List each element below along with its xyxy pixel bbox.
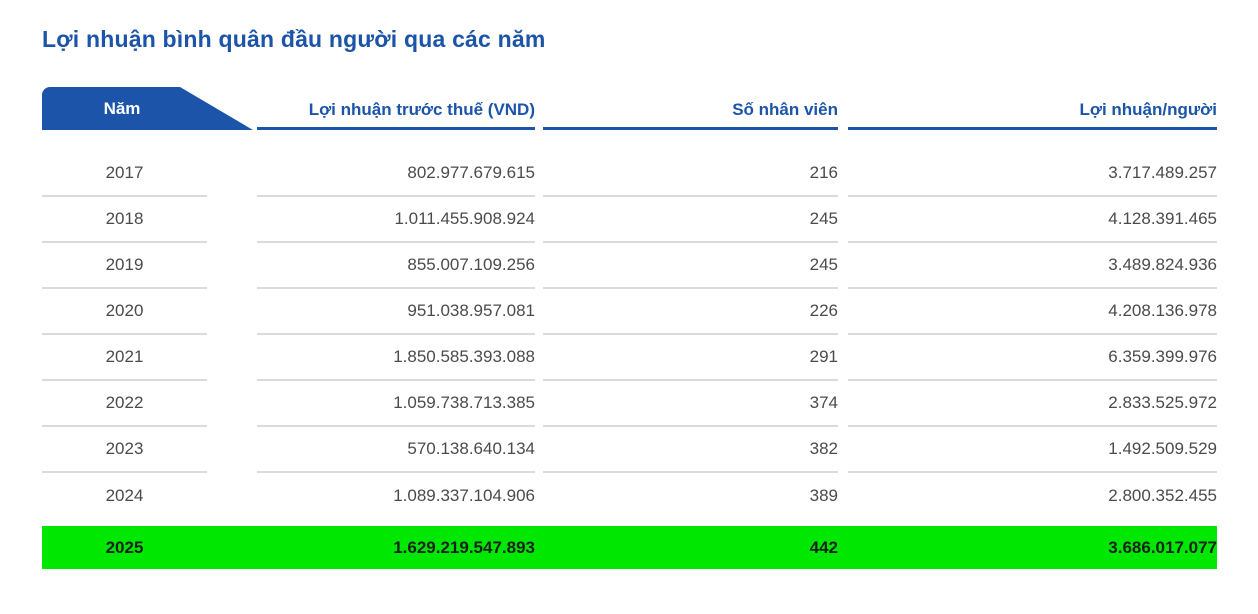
cell-employees: 226: [543, 289, 838, 335]
table-row: 2024 1.089.337.104.906 389 2.800.352.455: [42, 473, 1217, 519]
cell-profit-before-tax: 802.977.679.615: [257, 151, 535, 197]
cell-year: 2025: [105, 537, 144, 557]
table-row: 2021 1.850.585.393.088 291 6.359.399.976: [42, 335, 1217, 381]
header-profit-per-person: Lợi nhuận/người: [848, 87, 1217, 130]
cell-year: 2017: [42, 151, 207, 197]
header-employees: Số nhân viên: [543, 87, 838, 130]
page-title: Lợi nhuận bình quân đầu người qua các nă…: [42, 26, 546, 52]
cell-year: 2023: [42, 427, 207, 473]
cell-profit-before-tax: 570.138.640.134: [257, 427, 535, 473]
profit-table-page: Lợi nhuận bình quân đầu người qua các nă…: [42, 26, 1217, 569]
header-year-tab: Năm: [42, 87, 253, 130]
cell-employees: 382: [543, 427, 838, 473]
table-row: 2023 570.138.640.134 382 1.492.509.529: [42, 427, 1217, 473]
cell-employees: 389: [809, 486, 838, 505]
table-row: 2018 1.011.455.908.924 245 4.128.391.465: [42, 197, 1217, 243]
table-row: 2017 802.977.679.615 216 3.717.489.257: [42, 151, 1217, 197]
table-body: 2017 802.977.679.615 216 3.717.489.257 2018 1…: [42, 151, 1217, 569]
cell-employees: 291: [543, 335, 838, 381]
cell-profit-per-person: 2.800.352.455: [1108, 486, 1217, 505]
cell-profit-before-tax: 1.850.585.393.088: [257, 335, 535, 381]
cell-profit-per-person: 4.128.391.465: [848, 197, 1217, 243]
cell-profit-per-person: 6.359.399.976: [848, 335, 1217, 381]
table-row: 2022 1.059.738.713.385 374 2.833.525.972: [42, 381, 1217, 427]
table-row-highlighted: 2025 1.629.219.547.893 442 3.686.017.077: [42, 526, 1217, 569]
cell-profit-per-person: 1.492.509.529: [848, 427, 1217, 473]
cell-profit-per-person: 3.489.824.936: [848, 243, 1217, 289]
cell-year: 2018: [42, 197, 207, 243]
cell-profit-before-tax: 1.059.738.713.385: [257, 381, 535, 427]
cell-profit-per-person: 2.833.525.972: [848, 381, 1217, 427]
cell-employees: 245: [543, 197, 838, 243]
cell-employees: 216: [543, 151, 838, 197]
cell-profit-per-person: 3.686.017.077: [1108, 537, 1217, 557]
cell-year: 2024: [105, 486, 144, 505]
cell-year: 2022: [42, 381, 207, 427]
cell-profit-before-tax: 1.089.337.104.906: [393, 486, 535, 505]
table-row: 2020 951.038.957.081 226 4.208.136.978: [42, 289, 1217, 335]
cell-year: 2020: [42, 289, 207, 335]
cell-profit-per-person: 3.717.489.257: [848, 151, 1217, 197]
cell-employees: 245: [543, 243, 838, 289]
cell-profit-before-tax: 855.007.109.256: [257, 243, 535, 289]
cell-employees: 442: [809, 537, 838, 557]
cell-profit-before-tax: 1.629.219.547.893: [393, 537, 535, 557]
table-header-row: Năm Lợi nhuận trước thuế (VND) Số nhân v…: [42, 87, 1217, 130]
cell-employees: 374: [543, 381, 838, 427]
header-profit-before-tax: Lợi nhuận trước thuế (VND): [257, 87, 535, 130]
header-year-label: Năm: [103, 98, 141, 118]
cell-profit-per-person: 4.208.136.978: [848, 289, 1217, 335]
cell-profit-before-tax: 1.011.455.908.924: [257, 197, 535, 243]
cell-profit-before-tax: 951.038.957.081: [257, 289, 535, 335]
cell-year: 2021: [42, 335, 207, 381]
table-row: 2019 855.007.109.256 245 3.489.824.936: [42, 243, 1217, 289]
cell-year: 2019: [42, 243, 207, 289]
